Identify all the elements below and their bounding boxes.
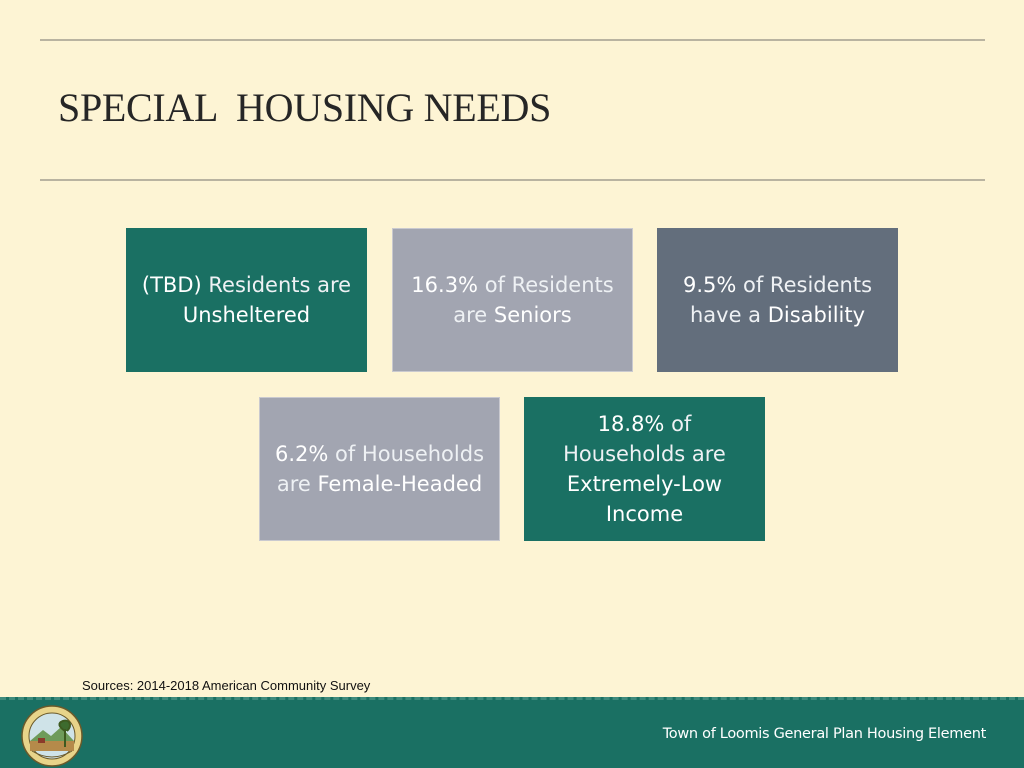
stat-emphasis: Female-Headed: [317, 472, 483, 496]
stat-label-prefix: are: [453, 303, 494, 327]
tile-text: (TBD) Residents are Unsheltered: [142, 270, 351, 330]
stat-emphasis: Seniors: [493, 303, 572, 327]
stat-emphasis-2: Income: [605, 502, 684, 526]
stat-tile-disability: 9.5% of Residents have a Disability: [657, 228, 898, 372]
stat-tile-unsheltered: (TBD) Residents are Unsheltered: [126, 228, 367, 372]
stat-tile-seniors: 16.3% of Residents are Seniors: [392, 228, 633, 372]
stat-value: 18.8%: [597, 412, 665, 436]
stat-tile-female-headed: 6.2% of Households are Female-Headed: [259, 397, 500, 541]
stat-value: (TBD): [141, 273, 202, 297]
stat-tile-extremely-low-income: 18.8% of Households are Extremely-Low In…: [524, 397, 765, 541]
stat-emphasis: Extremely-Low: [566, 472, 723, 496]
footer-bar: Town of Loomis General Plan Housing Elem…: [0, 697, 1024, 768]
stat-emphasis: Disability: [767, 303, 866, 327]
tile-text: 18.8% of Households are Extremely-Low In…: [563, 409, 726, 529]
stat-label: of Residents: [478, 273, 614, 297]
tile-text: 9.5% of Residents have a Disability: [683, 270, 872, 330]
top-divider: [40, 39, 985, 41]
stat-label: of: [664, 412, 692, 436]
stat-label-prefix: Households are: [563, 442, 726, 466]
slide-title: SPECIAL HOUSING NEEDS: [58, 85, 552, 130]
stat-label-prefix: have a: [689, 303, 768, 327]
tile-text: 16.3% of Residents are Seniors: [411, 270, 613, 330]
title-divider: [40, 179, 985, 181]
town-seal-icon: [21, 705, 83, 767]
stat-value: 6.2%: [274, 442, 329, 466]
stat-label: Residents are: [201, 273, 352, 297]
stat-value: 9.5%: [682, 273, 737, 297]
stat-label: of Residents: [736, 273, 873, 297]
stat-label: of Households: [328, 442, 485, 466]
sources-note: Sources: 2014-2018 American Community Su…: [82, 678, 371, 693]
stat-label-prefix: are: [276, 472, 318, 496]
tile-text: 6.2% of Households are Female-Headed: [275, 439, 484, 499]
stat-value: 16.3%: [411, 273, 479, 297]
stat-emphasis: Unsheltered: [182, 303, 311, 327]
footer-title: Town of Loomis General Plan Housing Elem…: [662, 726, 987, 742]
